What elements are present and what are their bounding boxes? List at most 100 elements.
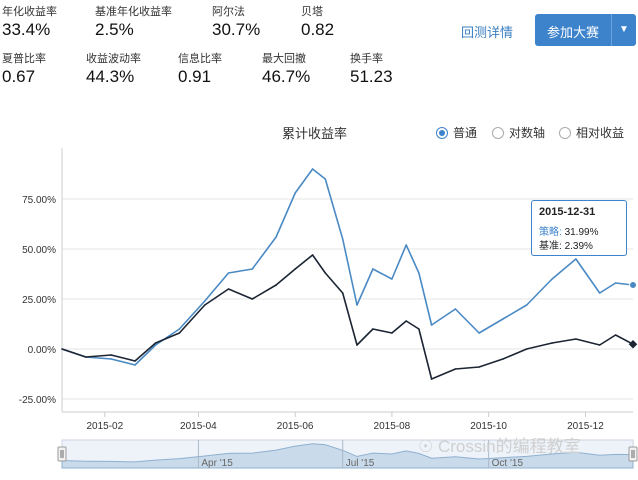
y-tick-label: 0.00% [28,345,56,356]
strategy-point [430,324,433,326]
tooltip-benchmark-value: 2.39% [564,241,593,252]
stat-label: 基准年化收益率 [95,6,172,18]
chart-title: 累计收益率 [282,126,348,141]
tooltip-strategy-label: 策略: [539,227,562,238]
strategy-point [418,272,420,274]
benchmark-point [84,356,87,358]
tooltip-benchmark: 基准: 2.39% [539,237,593,252]
strategy-point [311,168,314,170]
strategy-point [134,364,136,366]
join-contest-label: 参加大赛 [547,25,600,40]
benchmark-point [478,366,480,368]
stat-value: 0.67 [2,67,36,86]
stat-value: 2.5% [95,20,134,39]
wechat-icon: ☉ [418,437,434,456]
benchmark-point [598,344,601,346]
strategy-point [614,282,617,284]
benchmark-point [551,342,553,344]
benchmark-line [61,254,634,380]
stat-max-drawdown: 最大回撤 46.7% [262,53,310,87]
benchmark-point [391,332,393,334]
x-tick-label: 2015-12 [567,421,604,432]
stat-value: 33.4% [2,20,51,39]
radio-unchecked-icon [492,127,504,139]
strategy-point [551,278,553,280]
x-tick-label: 2015-02 [86,421,123,432]
strategy-point [575,258,577,260]
benchmark-point [418,328,420,330]
radio-normal[interactable]: 普通 [436,124,477,141]
benchmark-point [454,368,457,370]
strategy-point [251,268,254,270]
radio-log-axis[interactable]: 对数轴 [492,124,545,141]
y-tick-label: -25.00% [19,395,56,406]
join-contest-button[interactable]: 参加大赛 ▼ [535,14,636,46]
benchmark-point [203,304,206,306]
strategy-point [203,300,206,302]
strategy-point [405,244,407,246]
benchmark-point [614,334,617,336]
strategy-end-marker [629,281,637,290]
navigator-left-handle[interactable] [57,446,67,462]
button-divider [611,14,612,46]
strategy-point [525,304,528,306]
stat-label: 最大回撤 [262,53,306,65]
x-tick-label: 2015-04 [180,421,217,432]
strategy-point [154,344,157,346]
benchmark-point [134,360,136,362]
strategy-point [478,332,480,334]
navigator-right-handle[interactable] [628,446,638,462]
benchmark-point [405,320,407,322]
stat-benchmark-annual-return: 基准年化收益率 2.5% [95,6,172,40]
tooltip-strategy: 策略: 31.99% [539,223,598,238]
handle-body [57,446,67,462]
tooltip-benchmark-label: 基准: [539,241,562,252]
benchmark-point [178,332,181,334]
stat-label: 夏普比率 [2,53,46,65]
benchmark-point [341,292,344,294]
stat-label: 贝塔 [301,6,323,18]
benchmark-point [227,288,230,290]
benchmark-point [372,328,374,330]
x-tick-label: 2015-10 [470,421,507,432]
navigator-label: Jul '15 [346,458,375,469]
y-tick-label: 75.00% [22,195,56,206]
stat-label: 阿尔法 [212,6,245,18]
strategy-point [454,308,457,310]
y-tick-label: 25.00% [22,295,56,306]
stat-annual-return: 年化收益率 33.4% [2,6,57,40]
stat-label: 年化收益率 [2,6,57,18]
chart-tooltip: 2015-12-31 策略: 31.99% 基准: 2.39% [531,200,627,256]
stat-alpha: 阿尔法 30.7% [212,6,260,40]
radio-label: 相对收益 [576,126,625,140]
benchmark-point [525,348,528,350]
benchmark-point [251,298,254,300]
navigator-label: Oct '15 [492,458,524,469]
strategy-point [324,178,327,180]
caret-down-icon[interactable]: ▼ [619,24,629,35]
backtest-details-link[interactable]: 回测详情 [461,25,514,40]
stat-label: 信息比率 [178,53,222,65]
stat-value: 44.3% [86,67,135,86]
stat-value: 0.82 [301,20,335,39]
radio-unchecked-icon [559,127,571,139]
radio-relative-return[interactable]: 相对收益 [559,124,624,141]
stat-beta: 贝塔 0.82 [301,6,334,40]
stat-label: 收益波动率 [86,53,141,65]
stat-sharpe: 夏普比率 0.67 [2,53,46,87]
handle-body [628,446,638,462]
benchmark-point [275,284,277,286]
benchmark-point [311,254,314,256]
stat-volatility: 收益波动率 44.3% [86,53,141,87]
benchmark-point [502,358,504,360]
x-tick-label: 2015-08 [374,421,411,432]
strategy-point [502,318,504,320]
strategy-point [372,268,374,270]
strategy-point [391,278,393,280]
stat-value: 46.7% [262,67,311,86]
strategy-point [178,328,181,330]
benchmark-point [110,354,112,356]
radio-label: 对数轴 [509,126,546,140]
strategy-point [275,236,277,238]
